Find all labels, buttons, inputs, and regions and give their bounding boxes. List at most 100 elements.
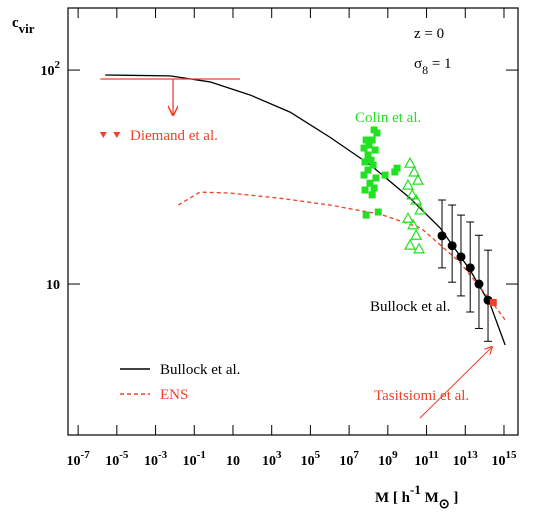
data-point [364,166,372,174]
tick-base: 10 [301,454,315,469]
annotation-arrow [419,347,492,419]
data-point [410,229,423,240]
data-point [408,165,421,177]
data-point [366,179,374,187]
data-point [456,252,466,262]
x-axis-title: M [ h-1 M⊙ ] [375,482,458,511]
text-part: 8 [422,63,428,77]
data-point [474,279,484,289]
data-point [113,132,121,139]
tick-base: 10 [183,454,197,469]
data-point [368,136,376,144]
tick-exponent: 13 [467,449,479,461]
tick-exponent: 9 [392,449,398,461]
data-point [489,298,497,306]
tick-exponent: 2 [55,59,61,71]
data-point [362,211,370,219]
data-point [364,151,372,159]
annotation: z = 0 [414,26,444,42]
text-part: = 1 [428,56,451,72]
tick-label: 105 [301,449,321,469]
tick-exponent: -1 [197,449,206,461]
tick-label: 10 [226,454,240,469]
tick-label: 109 [378,449,398,469]
legend-label: ENS [160,387,188,403]
tick-base: 10 [378,454,392,469]
data-point [465,263,475,273]
tick-label: 10 [46,278,60,293]
data-point [374,208,382,216]
tick-exponent: -7 [81,449,91,461]
data-point [447,241,457,251]
data-point [361,186,369,194]
plot-frame [67,7,519,436]
series-label: Diemand et al. [130,128,218,144]
data-point [360,144,368,152]
series-label: Colin et al. [355,110,421,126]
data-point [393,164,401,172]
tick-base: 10 [41,64,55,79]
data-point [437,231,447,241]
data-point [381,171,389,179]
tick-base: 10 [67,454,81,469]
tick-label: 1013 [453,449,479,469]
tick-label: 103 [262,449,282,469]
data-point [362,136,370,144]
tick-base: 10 [453,454,467,469]
data-point [367,156,375,164]
tick-label: 107 [339,449,359,469]
text-part: ] [450,490,459,506]
text-part: -1 [410,482,421,497]
text-part: σ [414,56,422,72]
annotation: σ8 = 1 [414,56,452,77]
data-point [406,188,419,200]
tick-base: 10 [339,454,353,469]
text-part: z = 0 [414,26,444,42]
tick-exponent: -3 [158,449,168,461]
tick-label: 1015 [491,449,517,469]
data-point [401,178,415,190]
data-point [368,191,376,199]
data-point [401,212,415,223]
tick-exponent: 3 [276,449,282,461]
text-part: c [12,15,19,31]
tick-label: 10-7 [67,449,91,469]
tick-exponent: 11 [428,449,438,461]
tick-label: 1011 [414,449,438,469]
data-point [99,132,107,139]
data-point [361,158,369,166]
data-point [369,161,377,169]
tick-exponent: 15 [505,449,517,461]
legend-label: Bullock et al. [160,362,240,378]
data-point [414,203,427,215]
tick-base: 10 [491,454,505,469]
text-part: vir [19,21,35,36]
tick-base: 10 [144,454,158,469]
data-point [371,146,379,154]
data-point [372,174,380,182]
data-point [413,242,426,254]
tick-exponent: -5 [119,449,129,461]
text-part: M [421,490,439,506]
tick-label: 10-1 [183,449,206,469]
series-label: Tasitsiomi et al. [374,388,469,404]
line-series [177,191,506,321]
tick-base: 10 [262,454,276,469]
tick-label: 102 [41,59,61,79]
data-point [404,238,417,250]
tick-label: 10-5 [105,449,129,469]
tick-base: 10 [414,454,428,469]
text-part: M [ h [375,490,411,506]
data-point [360,171,368,179]
data-point [407,218,420,230]
text-part: ⊙ [439,496,450,511]
y-axis-title: cvir [12,15,35,36]
tick-exponent: 5 [315,449,321,461]
tick-label: 10-3 [144,449,168,469]
series-label: Bullock et al. [370,299,450,315]
data-point [370,184,378,192]
line-series [105,74,506,346]
data-point [373,129,381,137]
